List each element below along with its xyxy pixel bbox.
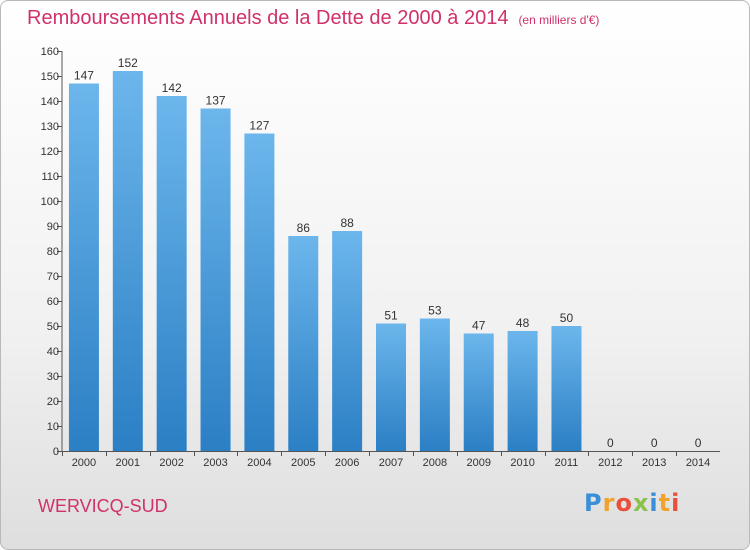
data-label-2002: 142 — [162, 81, 182, 95]
x-tick-label-2003: 2003 — [203, 457, 227, 469]
y-tick-label: 60 — [47, 296, 59, 308]
x-tick-label-2012: 2012 — [598, 457, 622, 469]
commune-name: WERVICQ-SUD — [38, 496, 168, 516]
data-label-2011: 50 — [560, 311, 574, 325]
bar-2007 — [376, 323, 406, 451]
data-label-2006: 88 — [340, 216, 354, 230]
x-tick-label-2004: 2004 — [247, 457, 271, 469]
y-tick-label: 100 — [41, 196, 59, 208]
x-tick-label-2005: 2005 — [291, 457, 315, 469]
y-tick-label: 40 — [47, 346, 59, 358]
chart-title: Remboursements Annuels de la Dette de 20… — [27, 7, 599, 30]
x-tick-label-2009: 2009 — [466, 457, 490, 469]
x-tick-label-2007: 2007 — [379, 457, 403, 469]
y-tick-label: 140 — [41, 96, 59, 108]
y-tick-label: 80 — [47, 246, 59, 258]
chart-subtitle: (en milliers d'€) — [518, 13, 600, 27]
data-label-2012: 0 — [607, 436, 614, 450]
proxiti-logo: Proxiti — [584, 489, 680, 517]
y-tick-label: 90 — [47, 221, 59, 233]
x-tick-label-2011: 2011 — [555, 457, 579, 469]
y-tick-label: 30 — [47, 371, 59, 383]
data-label-2014: 0 — [695, 436, 702, 450]
x-tick-label-2006: 2006 — [335, 457, 359, 469]
bar-series: 147 152 142 137 127 86 88 51 53 47 48 50 0 0 0 — [68, 56, 702, 451]
x-axis: 2000 2001 2002 2003 2004 2005 2006 2007 2008 2009… — [62, 451, 720, 469]
x-tick-label-2010: 2010 — [510, 457, 534, 469]
y-tick-label: 150 — [41, 71, 59, 83]
bar-2011 — [551, 326, 582, 451]
chart-title-text: Remboursements Annuels de la Dette de 20… — [27, 7, 509, 29]
y-tick-label: 160 — [41, 46, 59, 58]
y-tick-label: 50 — [47, 321, 59, 333]
x-tick-label-2002: 2002 — [159, 457, 183, 469]
y-tick-label: 0 — [53, 446, 59, 458]
y-tick-label: 130 — [41, 121, 59, 133]
y-tick-label: 20 — [47, 396, 59, 408]
data-label-2007: 51 — [384, 309, 398, 323]
bar-2009 — [463, 333, 494, 451]
x-tick-label-2014: 2014 — [686, 457, 710, 469]
x-tick-label-2000: 2000 — [72, 457, 96, 469]
bar-2000 — [68, 83, 99, 451]
y-tick-label: 110 — [41, 171, 59, 183]
logo-letter: x — [632, 489, 650, 517]
bar-2003 — [200, 108, 231, 451]
data-label-2013: 0 — [651, 436, 658, 450]
x-tick-label-2013: 2013 — [642, 457, 666, 469]
bar-2006 — [332, 231, 363, 451]
logo-letter: i — [671, 489, 681, 517]
data-label-2010: 48 — [516, 316, 530, 330]
y-axis: 0 10 20 30 40 50 60 70 80 90 100 110 120 130 140 150 160 — [41, 46, 63, 458]
data-label-2001: 152 — [118, 56, 138, 70]
logo-letter: o — [615, 489, 633, 517]
bar-2004 — [244, 133, 275, 451]
logo-letter: i — [649, 489, 659, 517]
x-tick-label-2001: 2001 — [116, 457, 140, 469]
y-tick-label: 10 — [47, 421, 59, 433]
bar-2002 — [156, 96, 187, 451]
bar-2010 — [507, 331, 538, 451]
y-tick-label: 120 — [41, 146, 59, 158]
data-label-2000: 147 — [74, 69, 94, 83]
bar-2001 — [112, 71, 143, 451]
logo-letter: r — [602, 489, 616, 517]
data-label-2003: 137 — [206, 94, 226, 108]
data-label-2008: 53 — [428, 304, 442, 318]
x-tick-label-2008: 2008 — [423, 457, 447, 469]
bar-2008 — [419, 318, 450, 451]
logo-letter: t — [658, 489, 672, 517]
logo-letter: P — [584, 489, 603, 517]
bar-2005 — [288, 236, 319, 451]
data-label-2009: 47 — [472, 319, 486, 333]
data-label-2005: 86 — [297, 221, 311, 235]
data-label-2004: 127 — [249, 119, 269, 133]
y-tick-label: 70 — [47, 271, 59, 283]
